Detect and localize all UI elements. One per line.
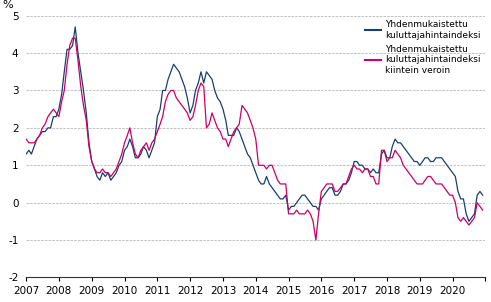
Legend: Yhdenmukaistettu
kuluttajahintaindeksi, Yhdenmukaistettu
kuluttajahintaindeksi
k: Yhdenmukaistettu kuluttajahintaindeksi, … xyxy=(361,17,485,79)
Y-axis label: %: % xyxy=(2,1,13,11)
